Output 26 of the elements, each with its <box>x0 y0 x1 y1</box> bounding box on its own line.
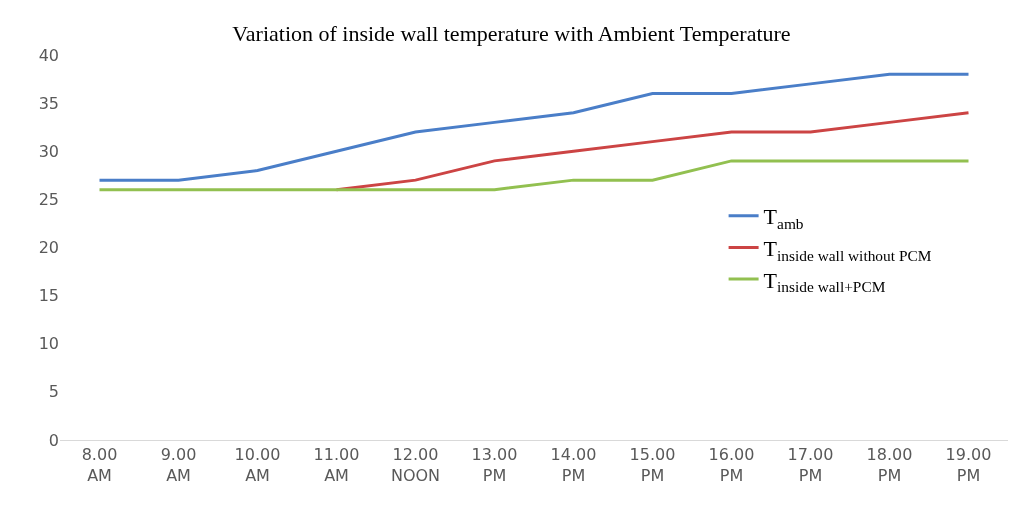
legend-label: T$_{inside wall+PCM}$ <box>763 267 886 296</box>
legend-label: T$_{inside wall without PCM}$ <box>763 235 932 264</box>
x-tick-label: 10.00 AM <box>234 445 281 485</box>
x-tick-label: 19.00 PM <box>945 445 992 485</box>
y-tick-label: 15 <box>38 286 59 306</box>
x-tick-label: 9.00 AM <box>160 445 197 485</box>
y-tick-label: 0 <box>48 430 59 450</box>
x-tick-label: 11.00 AM <box>313 445 360 485</box>
x-tick-label: 17.00 PM <box>787 445 834 485</box>
y-tick-label: 25 <box>38 189 59 209</box>
x-tick-label: 13.00 PM <box>471 445 518 485</box>
y-tick-label: 40 <box>38 45 59 65</box>
x-tick-label: 15.00 PM <box>629 445 676 485</box>
x-tick-label: 8.00 AM <box>81 445 118 485</box>
line-series <box>98 72 970 182</box>
x-tick-label: 16.00 PM <box>708 445 755 485</box>
y-tick-label: 20 <box>38 238 59 258</box>
chart-title: Variation of inside wall temperature with Ambient Temperature <box>232 21 791 47</box>
y-tick-label: 30 <box>38 141 59 161</box>
legend-label: T$_{amb}$ <box>763 204 804 232</box>
y-tick-label: 35 <box>38 93 59 113</box>
y-tick-label: 5 <box>48 382 59 402</box>
x-tick-label: 14.00 PM <box>550 445 597 485</box>
x-tick-label: 18.00 PM <box>866 445 913 485</box>
x-tick-label: 12.00 NOON <box>390 445 441 485</box>
y-tick-label: 10 <box>38 334 59 354</box>
